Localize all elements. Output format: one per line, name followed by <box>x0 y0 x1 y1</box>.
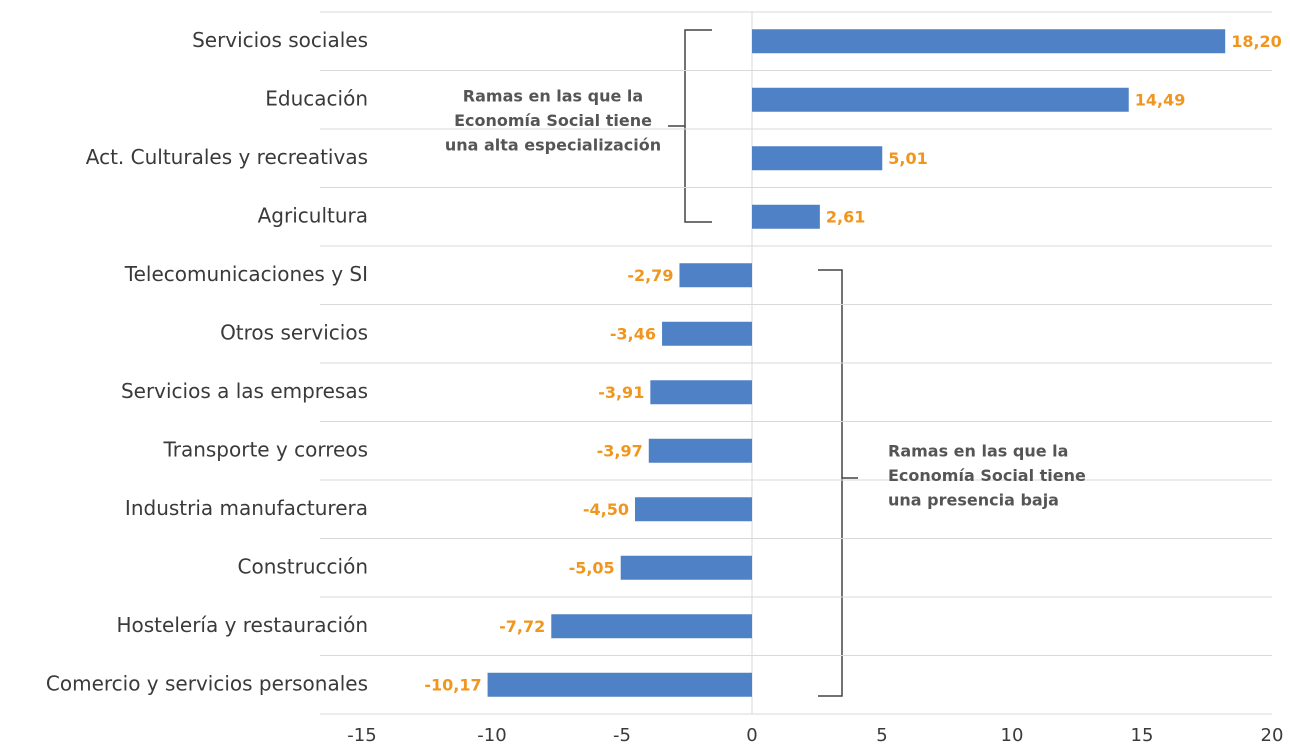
bar <box>752 146 883 171</box>
y-tick-label: Comercio y servicios personales <box>46 671 368 695</box>
value-label: 5,01 <box>888 149 927 168</box>
bracket <box>818 269 858 697</box>
x-tick-label: -15 <box>347 725 376 746</box>
bar <box>487 672 752 697</box>
y-tick-label: Servicios sociales <box>192 28 368 52</box>
bar <box>752 29 1226 54</box>
bracket <box>668 29 712 223</box>
value-label: 14,49 <box>1135 90 1186 109</box>
x-tick-label: -5 <box>613 725 631 746</box>
bar <box>752 87 1129 112</box>
value-label: 18,20 <box>1231 32 1282 51</box>
y-tick-label: Telecomunicaciones y SI <box>124 262 368 286</box>
y-tick-label: Industria manufacturera <box>125 496 368 520</box>
bar <box>635 497 752 522</box>
y-tick-label: Transporte y correos <box>162 437 368 461</box>
annotation: Ramas en las que la <box>463 87 643 106</box>
value-label: -7,72 <box>499 617 545 636</box>
bar <box>650 380 752 405</box>
annotation: una presencia baja <box>888 491 1059 510</box>
y-tick-label: Servicios a las empresas <box>121 379 368 403</box>
value-label: -3,46 <box>610 324 656 343</box>
bar <box>551 614 752 639</box>
y-tick-label: Act. Culturales y recreativas <box>86 145 368 169</box>
bar <box>752 204 820 229</box>
value-label: -3,91 <box>598 383 644 402</box>
annotation: Economía Social tiene <box>454 111 652 130</box>
bar <box>679 263 752 288</box>
x-tick-label: 20 <box>1261 725 1284 746</box>
value-label: -2,79 <box>627 266 673 285</box>
bar <box>662 321 752 346</box>
x-tick-label: 5 <box>876 725 887 746</box>
value-label: -3,97 <box>597 441 643 460</box>
value-label: -4,50 <box>583 500 629 519</box>
bar <box>648 438 752 463</box>
x-tick-label: -10 <box>477 725 506 746</box>
y-tick-label: Educación <box>265 86 368 110</box>
value-label: -5,05 <box>569 558 615 577</box>
y-tick-label: Construcción <box>238 554 369 578</box>
annotation: Economía Social tiene <box>888 466 1086 485</box>
annotation: una alta especialización <box>445 136 661 155</box>
annotation: Ramas en las que la <box>888 442 1068 461</box>
bar <box>620 555 752 580</box>
x-tick-label: 15 <box>1131 725 1154 746</box>
y-tick-label: Agricultura <box>258 203 368 227</box>
x-tick-label: 10 <box>1001 725 1024 746</box>
x-tick-label: 0 <box>746 725 757 746</box>
value-label: 2,61 <box>826 207 865 226</box>
y-tick-label: Otros servicios <box>220 320 368 344</box>
y-tick-label: Hostelería y restauración <box>116 613 368 637</box>
value-label: -10,17 <box>424 675 481 694</box>
